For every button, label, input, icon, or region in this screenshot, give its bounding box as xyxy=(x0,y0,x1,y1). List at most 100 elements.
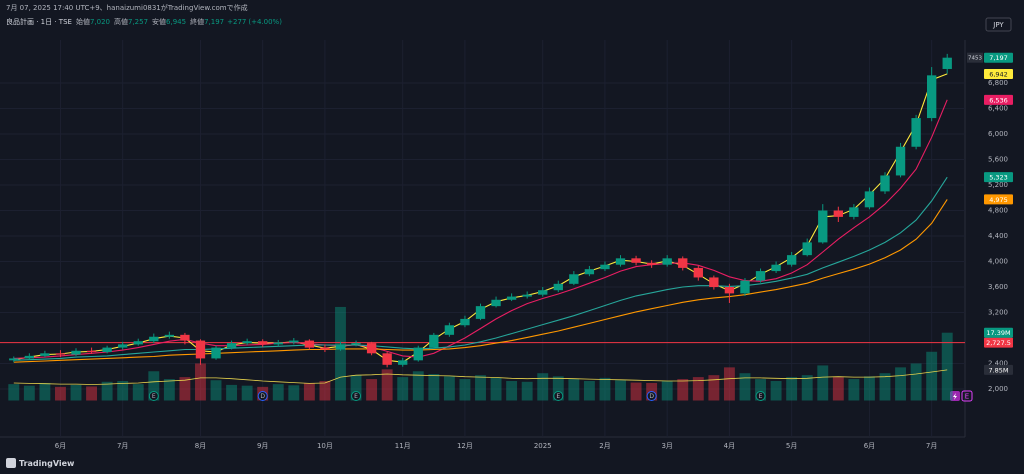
candle-body xyxy=(522,294,532,297)
event-label: D xyxy=(649,393,654,400)
candle-body xyxy=(413,347,423,361)
volume-bar xyxy=(381,369,393,401)
volume-label: 17.39M xyxy=(986,329,1010,337)
y-tick-label: 6,800 xyxy=(988,79,1008,87)
volume-label-box xyxy=(984,364,1013,375)
candle-body xyxy=(786,255,797,265)
volume-label-box xyxy=(984,327,1013,338)
y-tick-label: 6,400 xyxy=(988,105,1008,113)
volume-bar xyxy=(70,384,82,401)
price-label: 5,323 xyxy=(989,174,1008,182)
candle-body xyxy=(24,355,35,359)
price-tag-box xyxy=(967,52,983,63)
candle-body xyxy=(709,277,719,288)
event-label: D xyxy=(260,393,265,400)
candle-body xyxy=(180,334,190,341)
volume-bar xyxy=(397,377,409,401)
x-tick-label: 8月 xyxy=(195,442,206,450)
candle-body xyxy=(849,207,859,217)
volume-bar xyxy=(692,377,704,401)
candle-body xyxy=(693,267,703,278)
volume-bar xyxy=(241,385,253,401)
volume-bar xyxy=(412,371,424,401)
ohlc-value: 6,945 xyxy=(166,18,186,26)
volume-bar xyxy=(661,381,673,401)
volume-bar xyxy=(786,377,798,401)
x-tick-label: 7月 xyxy=(926,442,937,450)
volume-bar xyxy=(39,382,51,401)
subtitle: 7月 07, 2025 17:40 UTC+9、hanaizumi0831がTr… xyxy=(6,3,248,12)
candle-body xyxy=(55,353,66,355)
candle-body xyxy=(429,334,439,348)
price-label-box xyxy=(984,194,1013,205)
price-label: 7,197 xyxy=(989,54,1008,62)
volume-bar xyxy=(366,379,378,401)
candle-body xyxy=(149,336,159,342)
volume-bar xyxy=(895,367,906,401)
price-label-box xyxy=(984,172,1013,183)
event-marker xyxy=(646,391,657,401)
ohlc-name: 安値 xyxy=(152,17,166,26)
volume-bar xyxy=(506,381,518,401)
volume-bar xyxy=(288,385,300,401)
x-tick-label: 10月 xyxy=(317,442,333,450)
x-tick-label: 5月 xyxy=(786,442,797,450)
volume-bar xyxy=(490,377,502,401)
candle-body xyxy=(475,306,486,319)
candle-body xyxy=(444,325,455,335)
ohlc-name: 始値 xyxy=(76,17,90,26)
candle-body xyxy=(926,75,937,119)
currency[interactable]: JPY xyxy=(992,21,1004,29)
candle-body xyxy=(506,296,517,300)
currency-box[interactable] xyxy=(985,17,1012,32)
price-tag: 7453 xyxy=(968,56,982,62)
event-marker xyxy=(755,391,766,401)
volume-bar xyxy=(86,386,98,401)
candle-body xyxy=(584,269,595,275)
candle-body xyxy=(646,262,657,265)
y-tick-label: 4,800 xyxy=(988,207,1008,215)
y-tick-label: 6,000 xyxy=(988,130,1008,138)
change: +277 xyxy=(227,18,246,26)
change-pct: (+4.00%) xyxy=(248,18,282,26)
volume-bar xyxy=(879,373,891,401)
ohlc-name: 終値 xyxy=(190,17,204,26)
candle-body xyxy=(351,343,361,345)
symbol: 良品計画 · 1日 · TSE xyxy=(6,17,72,26)
candle-body xyxy=(911,118,921,147)
volume-bar xyxy=(55,386,66,401)
candle-body xyxy=(818,210,828,243)
candle-body xyxy=(833,210,843,217)
volume-bar xyxy=(319,381,331,401)
candle-body xyxy=(880,175,890,192)
x-tick-label: 12月 xyxy=(457,442,473,450)
ohlc-name: 高値 xyxy=(114,17,128,26)
price-label-box xyxy=(984,52,1013,63)
x-tick-label: 9月 xyxy=(257,442,268,450)
candle-body xyxy=(320,347,330,350)
upcoming-event-box[interactable] xyxy=(961,390,973,402)
candle-body xyxy=(258,341,268,345)
volume-bar xyxy=(801,375,813,401)
candle-body xyxy=(273,342,283,345)
volume-bar xyxy=(708,375,720,401)
volume-bar xyxy=(521,381,533,401)
candle-body xyxy=(553,283,563,291)
candle-body xyxy=(460,318,470,326)
flash-icon xyxy=(953,393,957,400)
candle-body xyxy=(118,344,128,348)
candle-body xyxy=(942,57,952,69)
volume-bar xyxy=(848,379,860,401)
volume-bar xyxy=(552,376,564,401)
brand: TradingView xyxy=(19,459,75,468)
price-label: 6,536 xyxy=(989,96,1008,104)
volume-bar xyxy=(132,384,144,401)
candle-body xyxy=(864,191,875,208)
ohlc-value: 7,257 xyxy=(128,18,148,26)
volume-bar xyxy=(755,379,766,401)
upcoming-event[interactable]: E xyxy=(965,393,969,401)
candle-body xyxy=(133,341,143,345)
candle-body xyxy=(9,358,19,361)
volume-bar xyxy=(832,377,844,401)
